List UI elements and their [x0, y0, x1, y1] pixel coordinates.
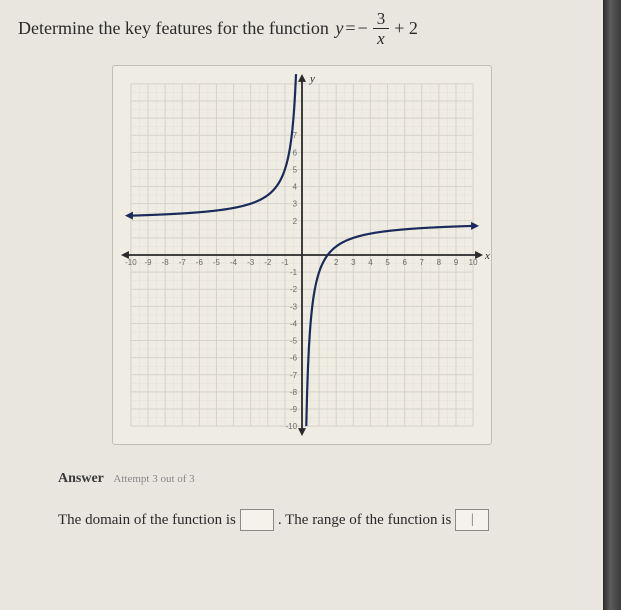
svg-text:-10: -10	[285, 422, 297, 431]
range-input[interactable]: |	[455, 509, 489, 531]
svg-text:x: x	[484, 250, 490, 262]
svg-text:5: 5	[385, 258, 390, 267]
svg-text:6: 6	[402, 258, 407, 267]
svg-text:-8: -8	[289, 388, 297, 397]
sign: −	[358, 18, 368, 39]
svg-text:-8: -8	[161, 258, 169, 267]
svg-text:5: 5	[292, 165, 297, 174]
svg-text:-10: -10	[125, 258, 137, 267]
svg-text:8: 8	[436, 258, 441, 267]
svg-text:-6: -6	[195, 258, 203, 267]
svg-text:6: 6	[292, 148, 297, 157]
domain-input[interactable]	[240, 509, 274, 531]
svg-text:-2: -2	[264, 258, 272, 267]
svg-text:9: 9	[453, 258, 458, 267]
var-y: y	[335, 18, 343, 39]
svg-text:-4: -4	[289, 319, 297, 328]
attempt-text: Attempt 3 out of 3	[113, 473, 194, 485]
numerator: 3	[373, 10, 390, 28]
svg-text:-3: -3	[289, 302, 297, 311]
svg-text:-5: -5	[212, 258, 220, 267]
equals: =	[345, 18, 355, 39]
svg-text:2: 2	[292, 217, 297, 226]
svg-text:-7: -7	[289, 371, 297, 380]
fraction: 3 x	[373, 10, 390, 47]
svg-text:-7: -7	[178, 258, 186, 267]
domain-text: The domain of the function is	[58, 512, 236, 529]
question-suffix: + 2	[394, 18, 418, 39]
svg-text:-1: -1	[289, 268, 297, 277]
denominator: x	[373, 28, 389, 47]
svg-text:-2: -2	[289, 285, 297, 294]
svg-text:10: 10	[468, 258, 477, 267]
svg-text:-4: -4	[230, 258, 238, 267]
svg-text:2: 2	[334, 258, 339, 267]
range-text: . The range of the function is	[278, 512, 451, 529]
svg-text:-5: -5	[289, 337, 297, 346]
svg-text:7: 7	[419, 258, 424, 267]
svg-text:4: 4	[292, 183, 297, 192]
svg-text:-1: -1	[281, 258, 289, 267]
svg-text:7: 7	[292, 131, 297, 140]
svg-text:y: y	[308, 73, 314, 85]
function-graph: -10-9-8-7-6-5-4-3-2-12345678910234567-1-…	[112, 65, 492, 445]
answer-label: Answer	[58, 471, 104, 486]
page-edge-shadow	[603, 0, 621, 610]
question-prefix: Determine the key features for the funct…	[18, 18, 333, 39]
svg-text:3: 3	[292, 200, 297, 209]
svg-text:4: 4	[368, 258, 373, 267]
svg-text:3: 3	[351, 258, 356, 267]
answer-heading: Answer Attempt 3 out of 3	[58, 471, 585, 487]
svg-text:-9: -9	[144, 258, 152, 267]
svg-text:-6: -6	[289, 354, 297, 363]
question-text: Determine the key features for the funct…	[18, 10, 585, 47]
svg-text:-9: -9	[289, 405, 297, 414]
svg-text:-3: -3	[247, 258, 255, 267]
